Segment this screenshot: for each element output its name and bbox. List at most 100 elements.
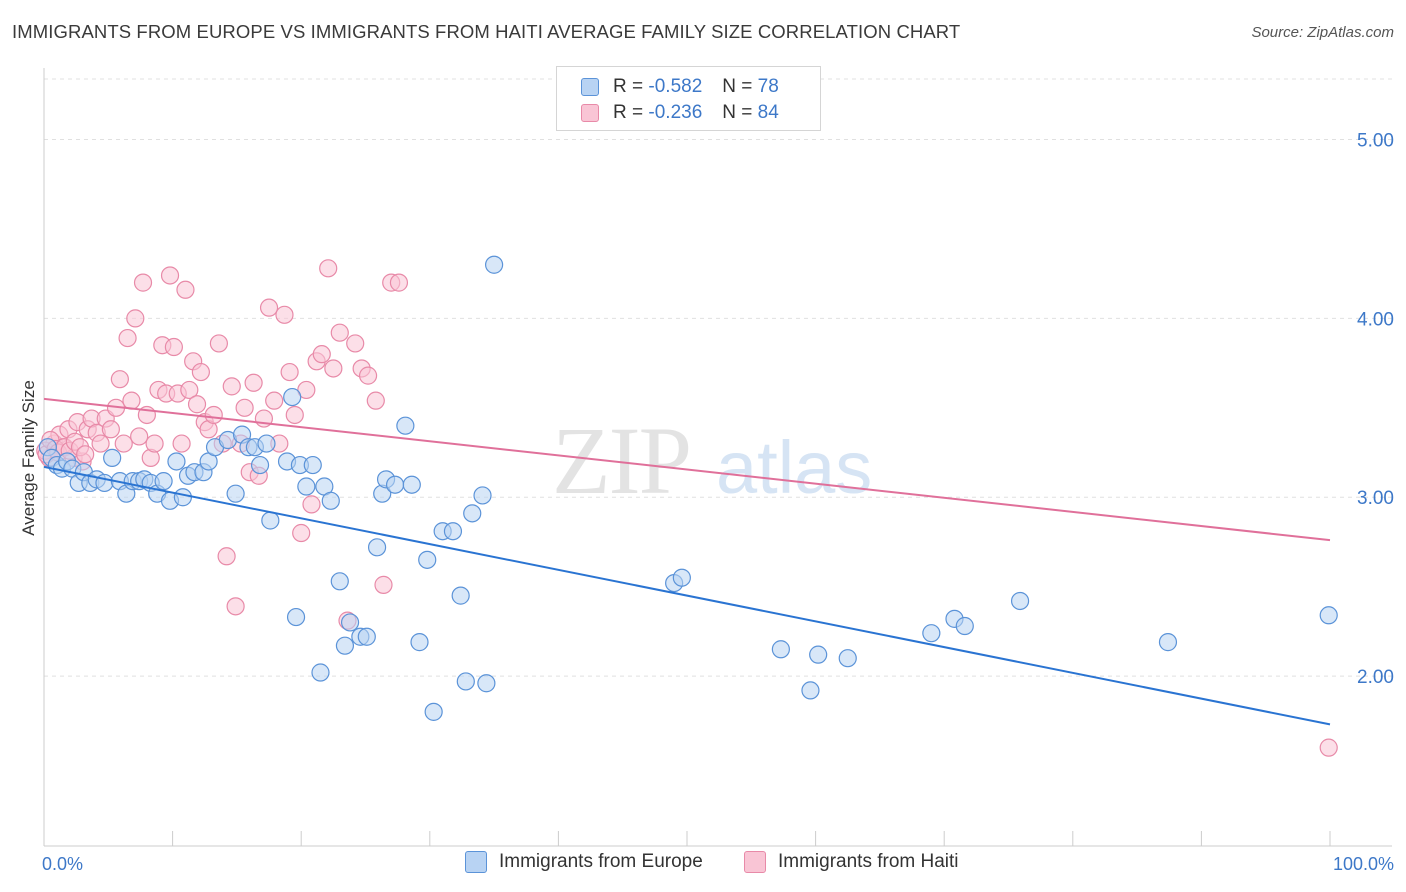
haiti-point — [358, 366, 378, 385]
haiti-point — [275, 305, 294, 324]
haiti-point — [265, 391, 284, 410]
source-label: Source: ZipAtlas.com — [1251, 24, 1394, 41]
europe-point — [286, 607, 306, 627]
haiti-point — [374, 575, 393, 594]
legend-swatch-europe — [581, 78, 599, 96]
trend-line-europe — [43, 465, 1331, 726]
legend-item-haiti[interactable]: Immigrants from Haiti — [744, 851, 959, 873]
haiti-point — [346, 334, 365, 353]
europe-point — [443, 522, 463, 541]
europe-point — [257, 434, 276, 453]
europe-point — [357, 627, 376, 646]
x-tick-label-right: 100.0% — [1333, 854, 1394, 874]
europe-point — [283, 387, 302, 407]
x-tick-label-left: 0.0% — [42, 854, 83, 874]
europe-point — [477, 674, 496, 693]
y-tick-label: 5.00 — [1357, 131, 1394, 152]
europe-point — [335, 636, 355, 655]
legend-item-europe[interactable]: Immigrants from Europe — [465, 851, 703, 873]
europe-point — [385, 475, 405, 494]
europe-point — [173, 488, 192, 507]
haiti-point — [122, 391, 141, 410]
legend-swatch-haiti — [581, 104, 599, 122]
y-axis-title: Average Family Size — [19, 380, 38, 536]
haiti-point — [191, 362, 210, 382]
europe-point — [410, 633, 429, 652]
europe-point — [321, 491, 340, 510]
legend-r-value-haiti: -0.236 — [648, 102, 703, 123]
haiti-point — [91, 434, 110, 453]
haiti-point — [244, 373, 263, 392]
haiti-point — [76, 445, 95, 464]
haiti-point — [389, 273, 409, 292]
europe-point — [1158, 633, 1178, 652]
europe-point — [801, 681, 820, 700]
legend-r-label: R = — [613, 76, 644, 97]
europe-point — [167, 452, 186, 471]
europe-point — [402, 475, 421, 494]
haiti-point — [217, 547, 236, 566]
haiti-point — [180, 380, 199, 400]
europe-point — [809, 645, 828, 664]
haiti-point — [172, 434, 191, 453]
haiti-point — [209, 334, 228, 353]
trend-lines — [43, 397, 1331, 726]
haiti-point — [319, 259, 338, 278]
haiti-point — [101, 420, 120, 439]
europe-point — [418, 550, 437, 569]
legend-marker-haiti — [744, 851, 766, 873]
haiti-point — [324, 359, 343, 378]
europe-point — [473, 486, 492, 505]
haiti-point — [226, 597, 245, 616]
x-ticks — [43, 831, 1331, 846]
haiti-point — [204, 405, 223, 425]
europe-point — [451, 586, 470, 605]
legend-row-haiti: R = -0.236 N = 84 — [581, 101, 779, 125]
haiti-point — [1319, 738, 1338, 757]
europe-point — [303, 455, 322, 475]
europe-point — [103, 448, 122, 467]
correlation-legend: R = -0.582 N = 78 R = -0.236 N = 84 — [556, 66, 821, 131]
haiti-point — [285, 405, 304, 425]
europe-point — [297, 477, 316, 496]
haiti-point — [222, 377, 241, 396]
legend-n-label: N = — [722, 76, 753, 97]
europe-point — [367, 538, 387, 557]
europe-point — [311, 663, 330, 682]
legend-marker-europe — [465, 851, 487, 873]
haiti-point — [366, 391, 385, 410]
legend-r-label: R = — [613, 102, 644, 123]
legend-row-europe: R = -0.582 N = 78 — [581, 75, 779, 99]
europe-point — [330, 572, 349, 591]
haiti-point — [330, 323, 349, 342]
europe-point — [463, 504, 482, 523]
legend-n-value-europe: 78 — [757, 76, 779, 97]
haiti-point — [235, 398, 254, 417]
legend-n-label: N = — [722, 102, 753, 123]
legend-label-europe: Immigrants from Europe — [499, 851, 703, 872]
europe-point — [672, 568, 691, 587]
europe-point — [154, 472, 173, 491]
haiti-point — [280, 362, 299, 382]
series-legend: Immigrants from Europe Immigrants from H… — [0, 851, 1406, 877]
y-tick-labels: 2.00 3.00 4.00 5.00 — [1357, 131, 1394, 689]
europe-point — [250, 455, 270, 475]
y-tick-label: 3.00 — [1357, 488, 1394, 509]
europe-point — [1319, 606, 1338, 625]
haiti-point — [130, 427, 149, 446]
watermark-zip: ZIP — [552, 407, 690, 514]
europe-point — [922, 624, 941, 643]
haiti-point — [302, 495, 321, 514]
europe-point — [226, 484, 245, 503]
watermark-atlas: atlas — [716, 426, 872, 509]
haiti-point — [187, 395, 207, 414]
haiti-point — [259, 298, 279, 317]
haiti-point — [297, 380, 316, 400]
haiti-point — [312, 345, 331, 364]
haiti-point — [145, 434, 164, 453]
haiti-point — [118, 328, 137, 348]
europe-point — [955, 616, 974, 636]
europe-point — [396, 416, 415, 435]
europe-point — [456, 672, 475, 691]
y-tick-label: 4.00 — [1357, 309, 1394, 330]
